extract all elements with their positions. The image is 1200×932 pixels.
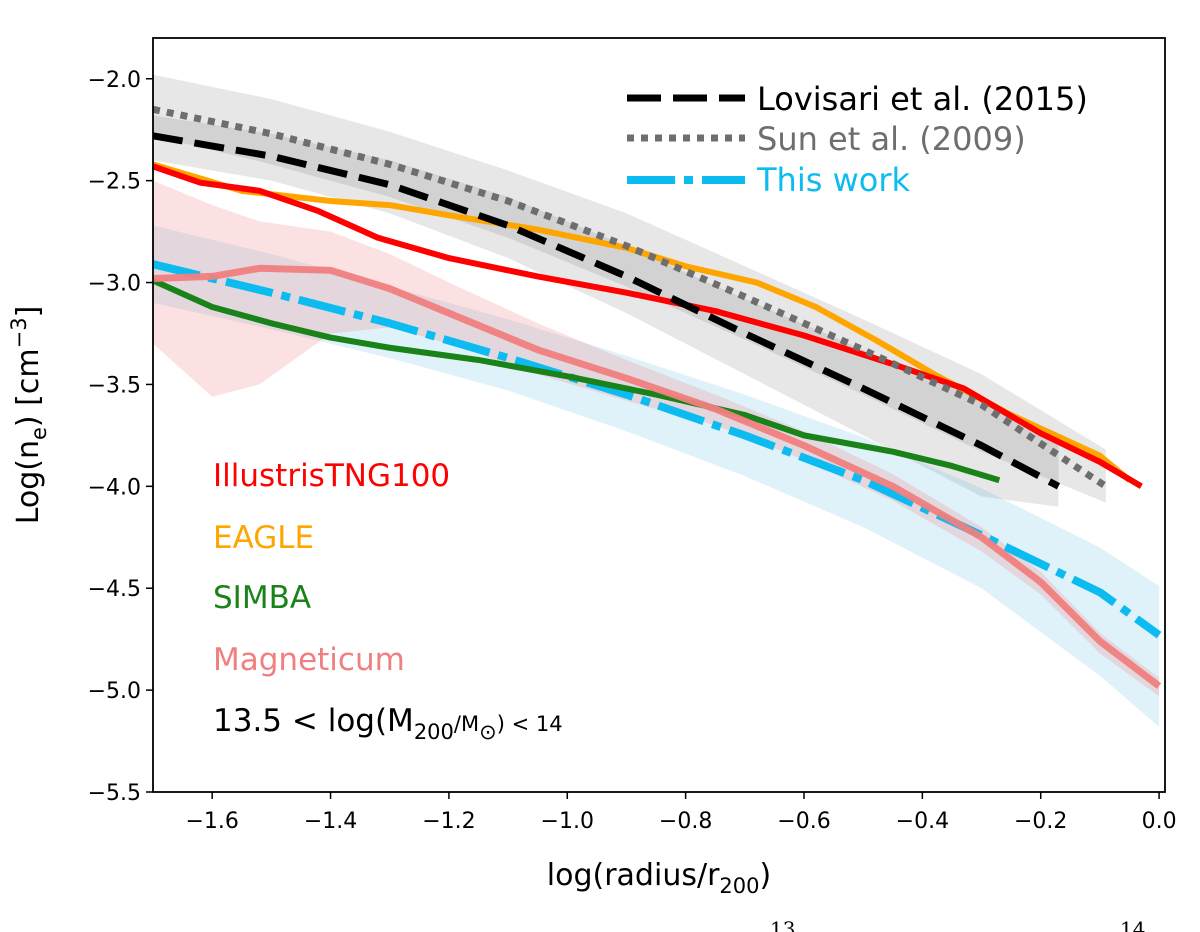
line-this-work [152, 260, 1162, 639]
uncertainty-bands [153, 74, 1160, 727]
line-sun-et-al-2009 [152, 105, 1108, 490]
x-tick-label: −0.6 [777, 809, 830, 834]
legend-label-lovisari: Lovisari et al. (2015) [757, 80, 1088, 118]
line-illustristng100 [152, 163, 1143, 489]
data-lines [151, 105, 1162, 689]
y-tick-label: −3.0 [88, 272, 141, 297]
annotation-magneticum: Magneticum [213, 642, 405, 678]
annotation-illustristng100: IllustrisTNG100 [213, 458, 450, 494]
x-tick-label: −0.8 [659, 809, 712, 834]
y-tick-label: −3.5 [88, 373, 141, 398]
band-lovisari-et-al-2015 [153, 115, 1059, 507]
y-axis-ticks: −2.0 −2.5 −3.0 −3.5 −4.0 −4.5 −5.0 −5.5 [88, 68, 153, 806]
legend-label-this-work: This work [756, 161, 910, 199]
x-axis-ticks: −1.6 −1.4 −1.2 −1.0 −0.8 −0.6 −0.4 −0.2 0.0 [185, 792, 1177, 834]
band-magneticum [153, 180, 1160, 697]
x-tick-label: −1.0 [541, 809, 594, 834]
line-magneticum [152, 264, 1162, 689]
x-tick-label: −1.6 [185, 809, 238, 834]
x-axis-label: log(radius/r200) [547, 858, 771, 898]
y-tick-label: −2.5 [88, 170, 141, 195]
x-tick-label: 0.0 [1142, 809, 1177, 834]
y-tick-label: −2.0 [88, 68, 141, 93]
cutoff-superscript-14: 14 [1120, 917, 1145, 932]
legend: Lovisari et al. (2015) Sun et al. (2009)… [627, 80, 1088, 199]
y-tick-label: −4.0 [88, 475, 141, 500]
legend-entry-lovisari: Lovisari et al. (2015) [627, 80, 1088, 118]
legend-label-sun: Sun et al. (2009) [757, 120, 1026, 158]
annotation-eagle: EAGLE [213, 520, 314, 556]
band-sun-et-al-2009 [153, 74, 1106, 503]
y-tick-label: −5.5 [88, 781, 141, 806]
line-simba [151, 277, 1001, 484]
cutoff-superscript-13: 13 [770, 917, 795, 932]
annotation-simba: SIMBA [213, 580, 311, 616]
x-tick-label: −1.2 [422, 809, 475, 834]
legend-entry-sun: Sun et al. (2009) [627, 120, 1026, 158]
annotation-mass-range: 13.5 < log(M200/M⊙) < 14 [213, 703, 563, 744]
y-axis-label: Log(ne) [cm−3] [7, 306, 51, 525]
y-tick-label: −5.0 [88, 679, 141, 704]
plot-frame [152, 37, 1166, 793]
x-tick-label: −1.4 [304, 809, 357, 834]
x-tick-label: −0.4 [896, 809, 949, 834]
x-tick-label: −0.2 [1014, 809, 1067, 834]
legend-entry-this-work: This work [627, 161, 910, 199]
y-tick-label: −4.5 [88, 577, 141, 602]
line-lovisari-et-al-2015 [152, 132, 1061, 490]
